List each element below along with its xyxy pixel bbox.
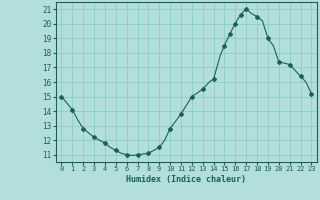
X-axis label: Humidex (Indice chaleur): Humidex (Indice chaleur) xyxy=(126,175,246,184)
